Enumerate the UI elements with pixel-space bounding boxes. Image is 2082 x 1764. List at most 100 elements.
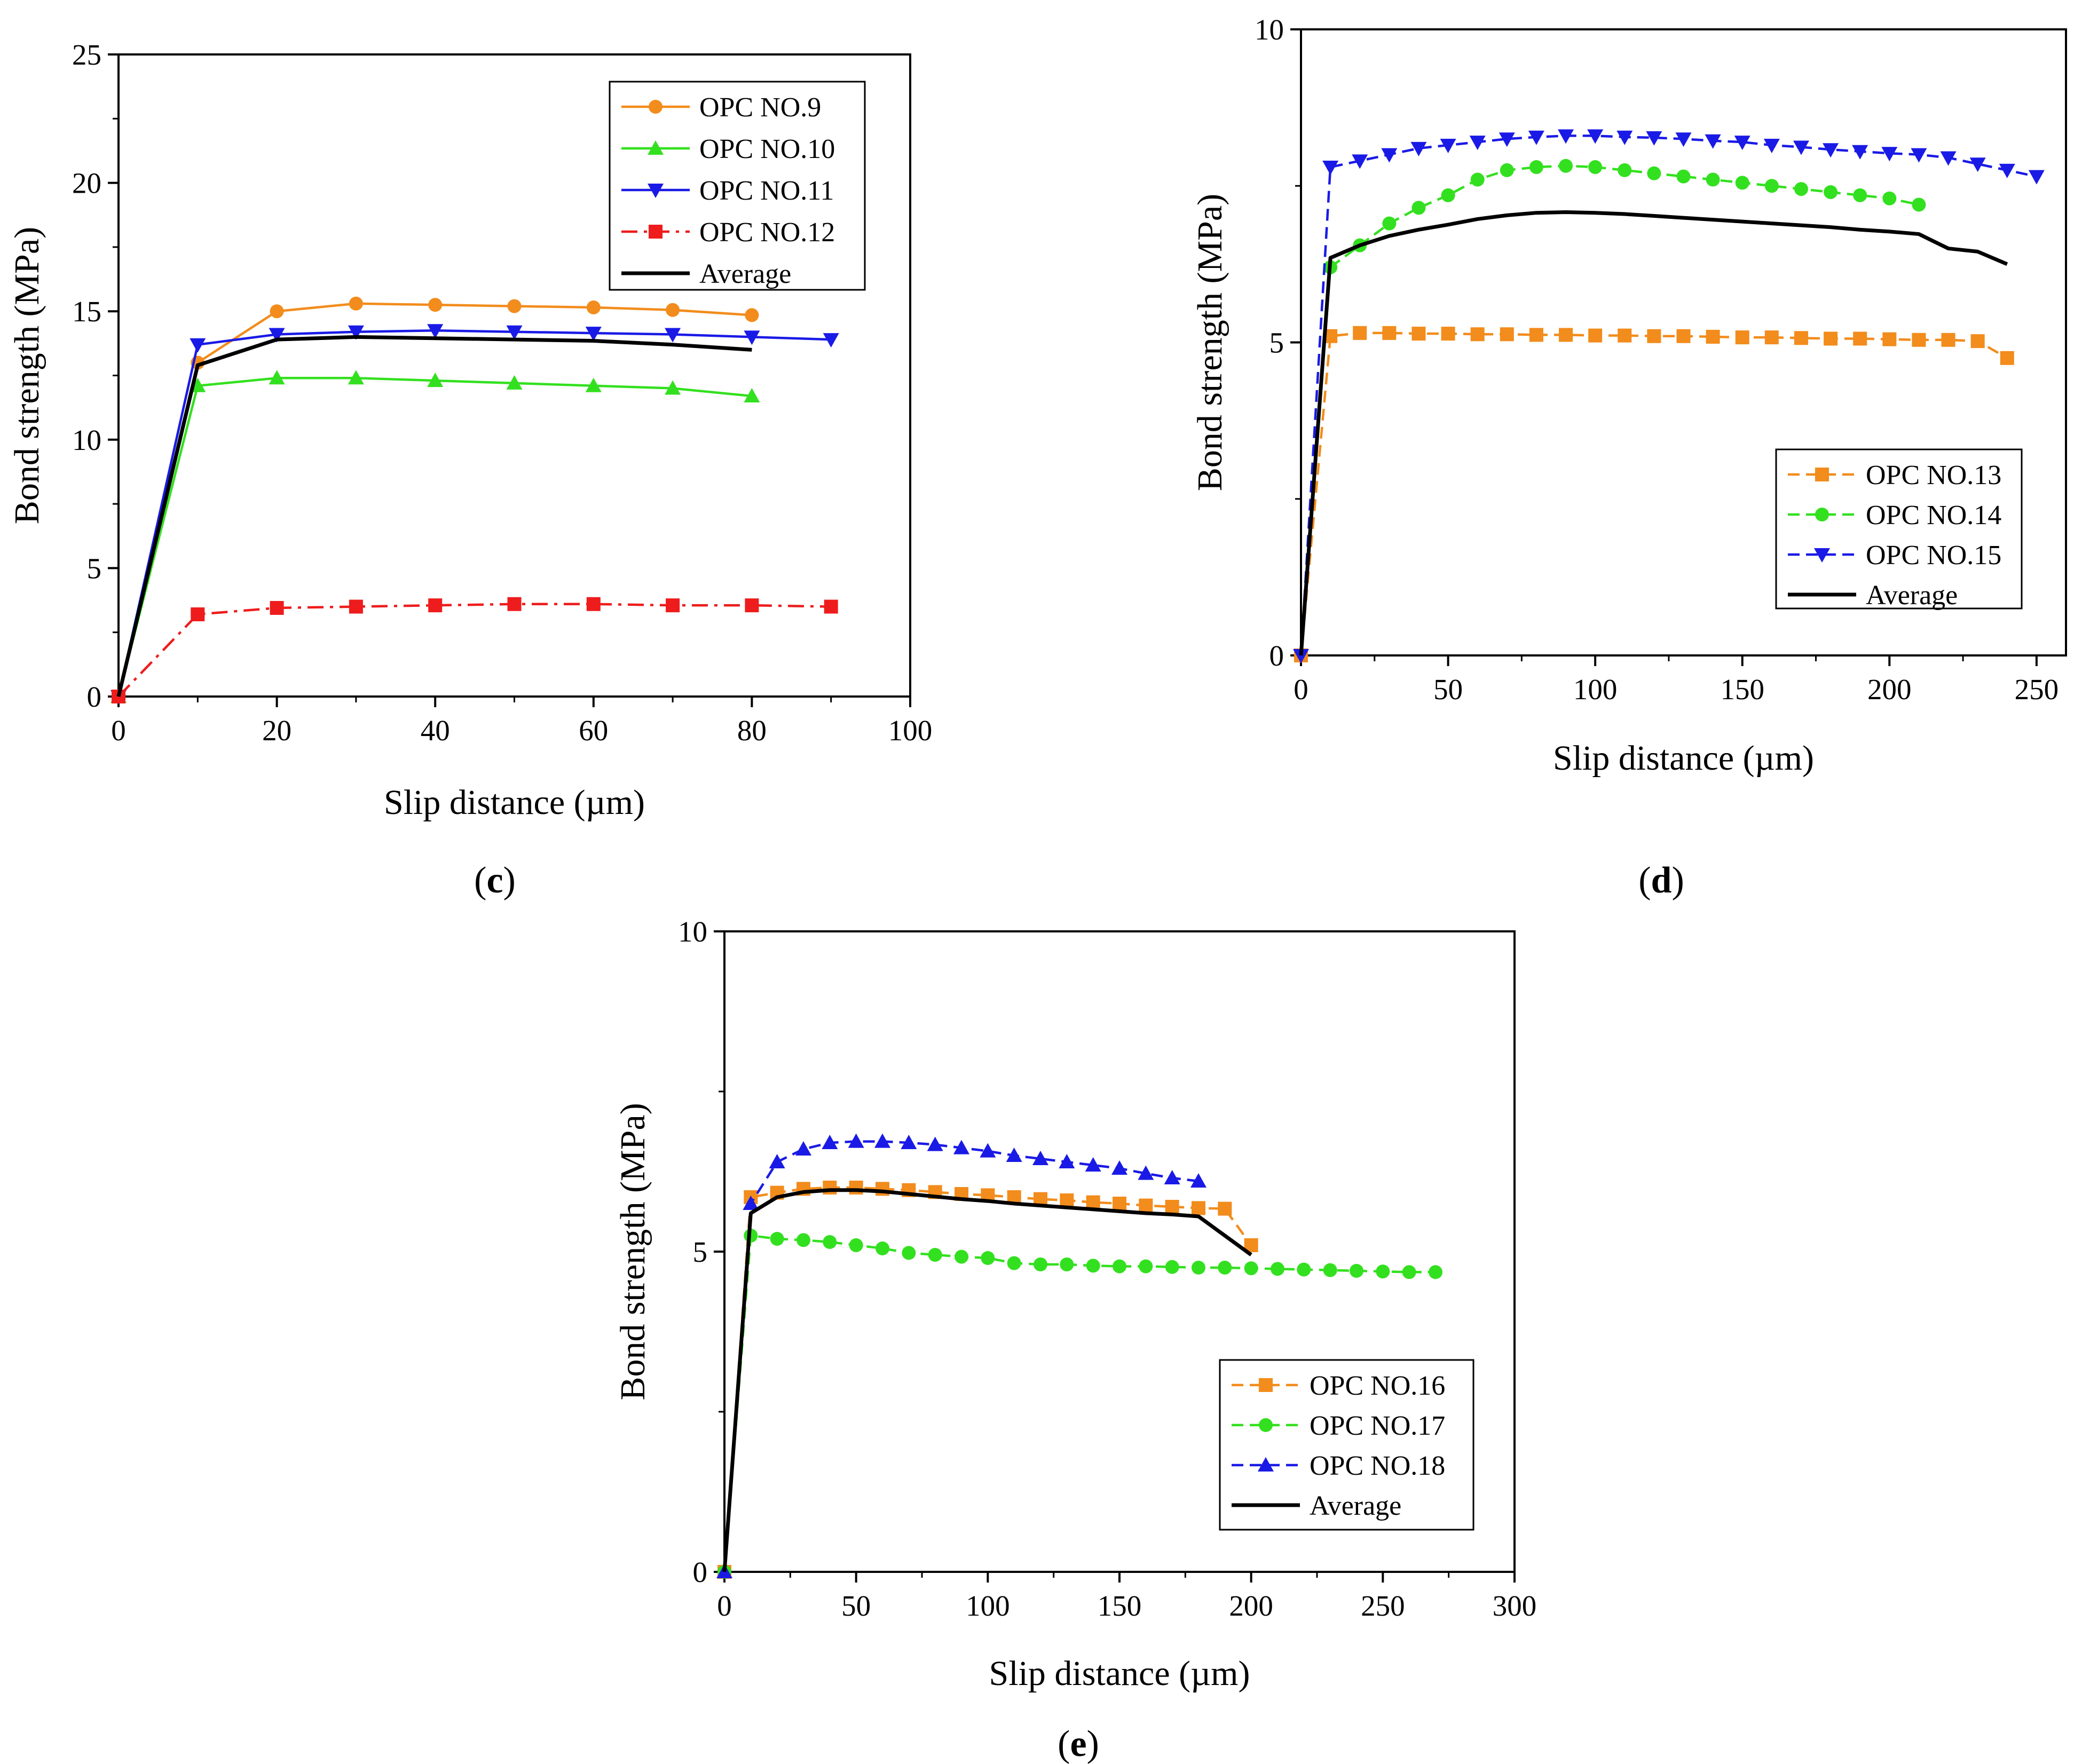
data-point: [1499, 132, 1515, 147]
data-point: [1139, 1259, 1153, 1273]
series-line: [117, 329, 831, 697]
y-tick-label: 5: [693, 1236, 708, 1268]
legend-label: OPC NO.15: [1866, 540, 2001, 571]
data-point: [1060, 1193, 1074, 1207]
legend-label: OPC NO.9: [699, 92, 821, 123]
data-point: [1165, 1260, 1179, 1274]
series-line: [117, 603, 831, 698]
data-point: [1618, 163, 1632, 177]
series-line: [117, 302, 752, 697]
data-point: [745, 598, 759, 613]
data-point: [1706, 329, 1720, 344]
data-point: [1763, 139, 1780, 154]
data-point: [2028, 170, 2045, 185]
data-point: [1882, 191, 1897, 205]
data-point: [348, 325, 364, 340]
x-tick-label: 0: [717, 1589, 732, 1622]
series-line: [723, 1186, 1252, 1572]
data-point: [1352, 154, 1368, 169]
legend-label: Average: [699, 259, 791, 289]
data-point: [1734, 136, 1750, 151]
data-point: [269, 328, 285, 343]
legend: OPC NO.16 OPC NO.17 OPC NO.18 Average: [1219, 1359, 1474, 1531]
legend-swatch-marker: [1814, 548, 1830, 563]
data-point: [769, 1154, 785, 1168]
series-opc-no-18: [716, 1133, 1206, 1578]
x-tick-label: 100: [888, 714, 933, 747]
legend-swatch-marker: [1815, 468, 1829, 481]
y-tick-label: 5: [87, 552, 102, 584]
data-point: [270, 600, 284, 615]
series-line: [722, 1188, 1252, 1572]
data-point: [1218, 1201, 1232, 1216]
data-point: [1190, 1173, 1206, 1188]
series-line: [1329, 164, 1919, 268]
data-point: [1470, 172, 1485, 187]
data-point: [2000, 351, 2014, 365]
chart-panel-c: 0 20 40 60 80 100 0 5 10 15 20 25 Slip distance (µm)…: [7, 38, 932, 901]
data-point: [1411, 201, 1426, 215]
data-point: [1111, 1160, 1127, 1175]
data-point: [427, 324, 444, 339]
data-point: [796, 1233, 810, 1247]
series-line: [1299, 135, 2037, 656]
data-point: [1469, 136, 1486, 151]
data-point: [1322, 161, 1339, 176]
data-point: [1192, 1201, 1205, 1215]
data-point: [1823, 143, 1839, 158]
data-point: [349, 296, 363, 311]
data-point: [507, 597, 522, 611]
data-point: [1138, 1165, 1154, 1180]
data-point: [1086, 1195, 1100, 1209]
data-point: [1647, 329, 1661, 343]
data-point: [1085, 1157, 1101, 1172]
data-point: [1969, 157, 1986, 172]
data-point: [823, 333, 839, 348]
data-point: [1616, 130, 1633, 145]
series-line: [116, 335, 752, 697]
y-tick-label: 5: [1269, 327, 1284, 359]
y-axis-title: Bond strength (MPa): [1190, 194, 1229, 491]
data-point: [1353, 326, 1367, 340]
panel-label: (e): [1058, 1723, 1099, 1764]
x-tick-label: 0: [1294, 673, 1308, 706]
data-point: [1793, 140, 1809, 155]
series-line: [723, 1140, 1199, 1572]
series-opc-no-12: [112, 597, 838, 703]
data-point: [876, 1241, 889, 1255]
data-point: [1852, 145, 1868, 160]
data-point: [1529, 328, 1543, 342]
data-point: [745, 308, 759, 322]
series-average: [116, 335, 752, 697]
data-point: [1382, 326, 1397, 340]
data-point: [1059, 1154, 1075, 1168]
data-point: [1007, 1256, 1021, 1270]
series-line: [1299, 210, 2008, 656]
legend-swatch-marker: [648, 140, 664, 155]
data-point: [1911, 148, 1927, 163]
data-point: [1323, 1263, 1337, 1277]
data-point: [1086, 1259, 1100, 1273]
data-point: [1500, 327, 1514, 342]
x-tick-label: 300: [1493, 1589, 1537, 1622]
chart-panel-e: 0 50 100 150 200 250 300 0 5 10 Slip distance (µm)…: [613, 915, 1536, 1764]
data-point: [1006, 1148, 1022, 1162]
x-tick-label: 50: [841, 1589, 871, 1622]
data-point: [849, 1238, 863, 1252]
data-point: [1735, 176, 1749, 190]
chart-panel-d: 0 50 100 150 200 250 0 5 10 Slip distance (µm) Bon…: [1190, 13, 2067, 901]
x-tick-label: 100: [966, 1589, 1010, 1622]
data-point: [928, 1248, 942, 1262]
data-point: [585, 377, 602, 392]
panel-label: (d): [1638, 860, 1684, 901]
y-tick-label: 10: [678, 915, 707, 948]
legend-swatch-marker: [1258, 1457, 1274, 1472]
data-point: [506, 325, 523, 340]
data-point: [823, 1235, 837, 1249]
series-opc-no-14: [1323, 159, 1926, 274]
y-tick-label: 0: [87, 681, 102, 713]
data-point: [1060, 1257, 1074, 1271]
data-point: [1824, 331, 1838, 346]
y-tick-label: 15: [72, 295, 101, 328]
data-point: [191, 607, 205, 622]
